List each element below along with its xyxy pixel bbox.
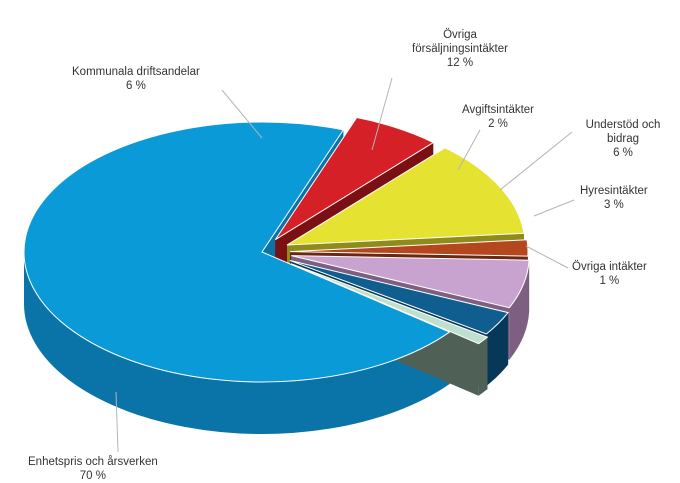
label-value: 3 % bbox=[580, 198, 648, 212]
slice-rim-6-0 bbox=[479, 337, 488, 396]
label-name: Understöd och bidrag bbox=[580, 118, 666, 146]
label-name: Övriga intäkter bbox=[572, 260, 647, 274]
label-ovriga-forsaljningsintakter: Övriga försäljningsintäkter 12 % bbox=[395, 28, 525, 70]
label-value: 1 % bbox=[572, 274, 647, 288]
label-name: Avgiftsintäkter bbox=[462, 103, 534, 117]
label-value: 12 % bbox=[395, 56, 525, 70]
label-value: 6 % bbox=[72, 79, 200, 93]
label-enhetspris-och-arsverken: Enhetspris och årsverken 70 % bbox=[28, 455, 158, 483]
label-avgiftsintakter: Avgiftsintäkter 2 % bbox=[462, 103, 534, 131]
leader-line-3 bbox=[500, 132, 572, 190]
label-name: Hyresintäkter bbox=[580, 184, 648, 198]
label-hyresintakter: Hyresintäkter 3 % bbox=[580, 184, 648, 212]
label-value: 6 % bbox=[580, 146, 666, 160]
label-kommunala-driftsandelar: Kommunala driftsandelar 6 % bbox=[72, 65, 200, 93]
leader-line-4 bbox=[534, 200, 574, 216]
label-value: 2 % bbox=[462, 117, 534, 131]
leader-line-5 bbox=[526, 246, 568, 268]
label-name: Övriga försäljningsintäkter bbox=[395, 28, 525, 56]
label-ovriga-intakter: Övriga intäkter 1 % bbox=[572, 260, 647, 288]
label-name: Kommunala driftsandelar bbox=[72, 65, 200, 79]
label-name: Enhetspris och årsverken bbox=[28, 455, 158, 469]
label-understod-och-bidrag: Understöd och bidrag 6 % bbox=[580, 118, 666, 160]
